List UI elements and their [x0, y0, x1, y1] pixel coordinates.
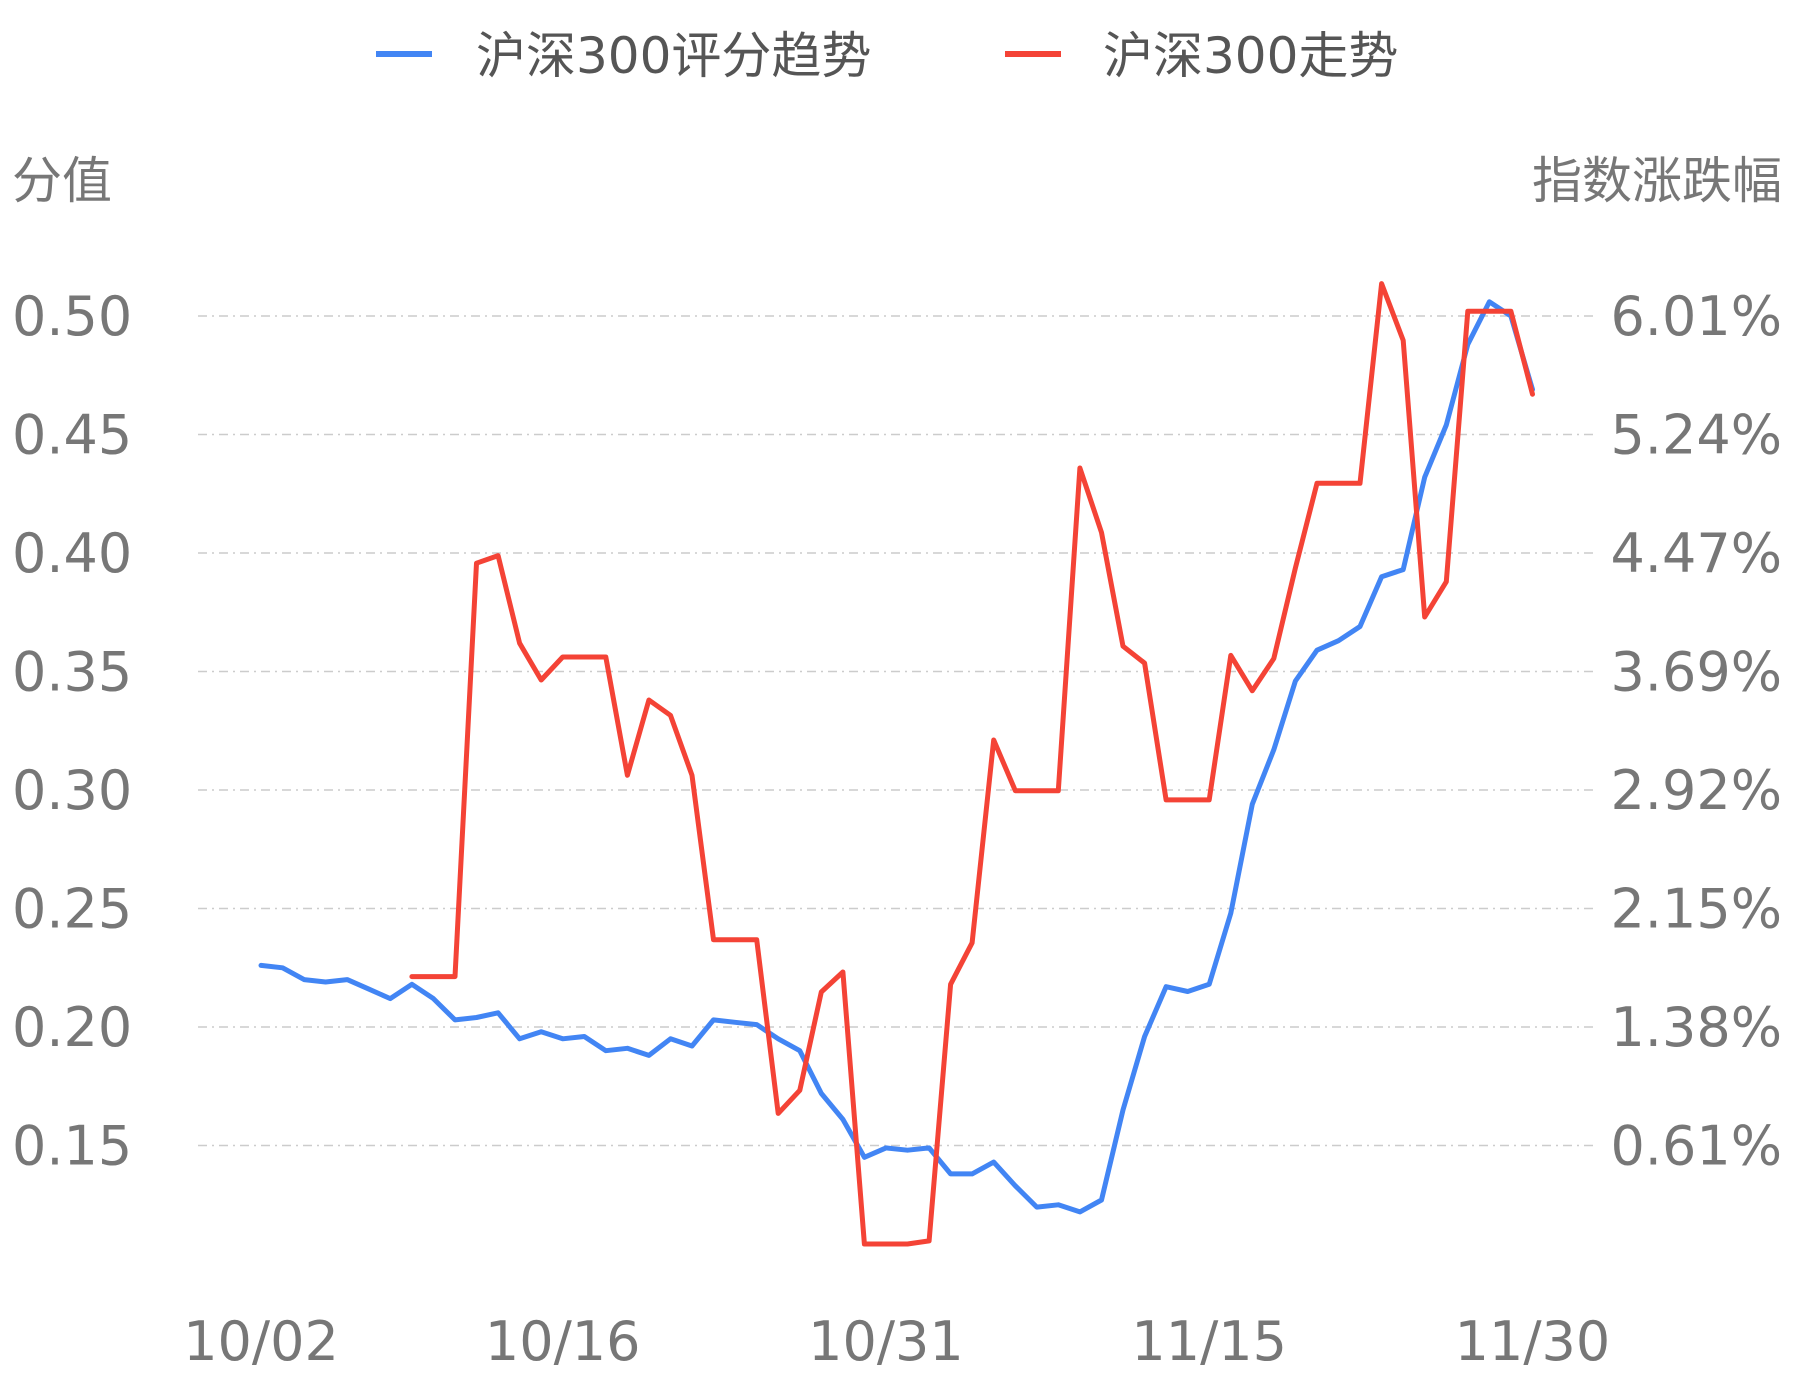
y-right-tick-label: 2.92%: [1610, 759, 1782, 822]
y-left-tick-label: 0.35: [12, 641, 132, 704]
y-right-tick-label: 2.15%: [1610, 878, 1782, 941]
gridlines: [198, 315, 1597, 1147]
y-right-axis-title: 指数涨跌幅: [1532, 152, 1782, 210]
y-left-tick-label: 0.45: [12, 404, 132, 467]
x-tick-label: 11/15: [1131, 1310, 1287, 1373]
y-right-tick-label: 0.61%: [1610, 1115, 1782, 1178]
y-right-axis: 6.01% 5.24% 4.47% 3.69% 2.92% 2.15% 1.38% 0.61%: [1610, 285, 1782, 1178]
y-left-axis-title: 分值: [12, 152, 112, 210]
y-right-tick-label: 4.47%: [1610, 522, 1782, 585]
y-left-tick-label: 0.20: [12, 996, 132, 1059]
x-tick-label: 10/16: [485, 1310, 641, 1373]
x-tick-label: 10/31: [808, 1310, 964, 1373]
x-tick-label: 11/30: [1455, 1310, 1611, 1373]
series-line-index-trend: [409, 281, 1535, 1247]
legend-label-score-trend: 沪深300评分趋势: [476, 27, 871, 85]
legend-item-index-trend[interactable]: 沪深300走势: [1005, 27, 1398, 85]
y-left-tick-label: 0.25: [12, 878, 132, 941]
legend-label-index-trend: 沪深300走势: [1103, 27, 1398, 85]
y-right-tick-label: 5.24%: [1610, 404, 1782, 467]
x-axis: 10/02 10/16 10/31 11/15 11/30: [183, 1310, 1610, 1373]
series-line-score-trend: [258, 299, 1535, 1215]
series-layer: [258, 281, 1535, 1247]
y-right-tick-label: 6.01%: [1610, 285, 1782, 348]
y-right-tick-label: 3.69%: [1610, 641, 1782, 704]
y-right-tick-label: 1.38%: [1610, 996, 1782, 1059]
x-tick-label: 10/02: [183, 1310, 339, 1373]
legend-item-score-trend[interactable]: 沪深300评分趋势: [376, 27, 871, 85]
y-left-tick-label: 0.40: [12, 522, 132, 585]
y-left-axis: 0.50 0.45 0.40 0.35 0.30 0.25 0.20 0.15: [12, 285, 132, 1178]
legend: 沪深300评分趋势 沪深300走势: [376, 27, 1398, 85]
y-left-tick-label: 0.15: [12, 1115, 132, 1178]
y-left-tick-label: 0.30: [12, 759, 132, 822]
y-left-tick-label: 0.50: [12, 285, 132, 348]
